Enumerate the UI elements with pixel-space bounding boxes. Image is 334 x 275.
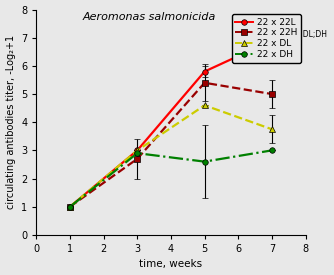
Text: *, 22H; DL;DH: *, 22H; DL;DH (274, 31, 327, 39)
Legend: 22 x 22L, 22 x 22H, 22 x DL, 22 x DH: 22 x 22L, 22 x 22H, 22 x DL, 22 x DH (232, 14, 301, 63)
Text: Aeromonas salmonicida: Aeromonas salmonicida (83, 12, 216, 22)
Y-axis label: circulating antibodies titer, -Log₂+1: circulating antibodies titer, -Log₂+1 (6, 35, 16, 209)
X-axis label: time, weeks: time, weeks (139, 259, 202, 270)
